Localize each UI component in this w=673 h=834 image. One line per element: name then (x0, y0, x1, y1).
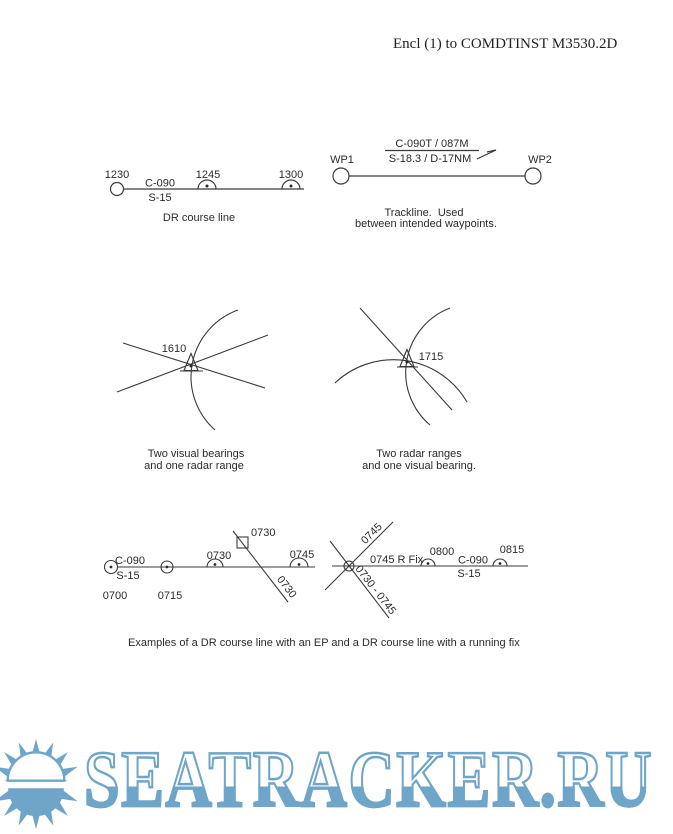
direction-arrow-barb (486, 149, 497, 153)
bearing-lop-1 (122, 342, 266, 389)
waypoint-circle-wp2 (524, 167, 542, 185)
waypoint-circle-wp1 (332, 167, 350, 185)
time-label-0715: 0715 (158, 590, 182, 602)
dr-dot-0730 (213, 563, 217, 566)
radar-range-arc-2 (334, 359, 468, 403)
dr-dot-1300 (289, 184, 293, 188)
trackline-diagram (332, 149, 542, 185)
dr-semicircle-0745 (289, 557, 309, 568)
dr-course-line-diagram (109, 179, 304, 197)
fix-dot-0715 (165, 565, 169, 569)
speed-label: S-15 (148, 192, 171, 204)
trackline-caption-line2: between intended waypoints. (355, 218, 497, 230)
time-label-0800: 0800 (430, 546, 454, 558)
trackline-speed-label: S-18.3 / D-17NM (389, 153, 472, 165)
lop-advanced-line (329, 540, 390, 619)
time-label-1715: 1715 (419, 351, 443, 363)
time-label-0815: 0815 (500, 544, 524, 556)
radar-fix-caption-line2: and one visual bearing. (362, 460, 476, 472)
time-label-0730-dr: 0730 (207, 550, 231, 562)
sun-logo-icon (0, 738, 84, 830)
watermark: SEATRACKER.RU (0, 730, 673, 834)
time-label-0745-dr: 0745 (290, 549, 314, 561)
lop-advanced-label: 0730 - 0745 (353, 563, 399, 617)
watermark-text: SEATRACKER.RU (83, 736, 654, 824)
dr-dot-0745 (297, 563, 301, 566)
dr-dot-0800 (426, 562, 430, 565)
ep-square (236, 536, 249, 549)
running-fix-example-diagram (324, 521, 528, 619)
dr-semicircle-0800 (420, 558, 436, 567)
fix-dot (189, 364, 193, 368)
running-fix-label: 0745 R Fix (370, 554, 424, 566)
time-label-0700: 0700 (103, 590, 127, 602)
lop-0745-line (324, 521, 394, 591)
dr-course-line-caption: DR course line (163, 212, 235, 224)
speed-label: S-15 (457, 568, 480, 580)
ep-time-label: 0730 (251, 527, 275, 539)
dr-semicircle-0815 (492, 558, 508, 567)
visual-fix-caption-line2: and one radar range (144, 460, 244, 472)
dr-dot-0815 (498, 562, 502, 565)
dr-semicircle-1245 (197, 179, 217, 190)
direction-arrow-shaft (476, 149, 497, 160)
ep-example-diagram (103, 530, 315, 603)
fix-dot (405, 360, 409, 364)
radar-range-arc (190, 309, 239, 431)
visual-bearing-fix-diagram (116, 309, 269, 431)
running-fix-circle (343, 560, 355, 572)
bearing-lop-line (232, 530, 289, 603)
course-label: C-090 (145, 178, 175, 190)
trackline-caption-line1: Trackline. Used (384, 207, 463, 219)
wp2-label: WP2 (528, 154, 552, 166)
wp1-label: WP1 (330, 154, 354, 166)
fix-circle-0715 (160, 560, 174, 574)
visual-fix-caption-line1: Two visual bearings (148, 448, 245, 460)
lop-time-label: 0730 (274, 574, 299, 601)
time-label-1300: 1300 (279, 169, 303, 181)
enclosure-header: Encl (1) to COMDTINST M3530.2D (393, 36, 618, 52)
dr-semicircle-1300 (281, 179, 301, 190)
fix-triangle (183, 352, 199, 372)
dr-dot-1245 (205, 184, 209, 188)
time-label-1230: 1230 (105, 169, 129, 181)
chart-symbols-figure: 1230 1245 1300 C-090 S-15 DR course line… (103, 138, 552, 619)
dr-semicircle-0730 (206, 558, 224, 568)
visual-bearing-lop (359, 307, 453, 411)
radar-range-fix-diagram (334, 307, 468, 426)
time-label-1610: 1610 (162, 343, 186, 355)
speed-label: S-15 (116, 570, 139, 582)
fix-triangle (399, 348, 415, 368)
examples-caption: Examples of a DR course line with an EP … (128, 637, 520, 649)
course-label: C-090 (458, 555, 488, 567)
time-label-1245: 1245 (196, 169, 220, 181)
fix-circle-1230 (109, 181, 125, 197)
radar-fix-caption-line1: Two radar ranges (376, 448, 462, 460)
fix-dot-0700 (109, 565, 113, 569)
course-label: C-090 (115, 555, 145, 567)
trackline-course-label: C-090T / 087M (395, 138, 468, 150)
